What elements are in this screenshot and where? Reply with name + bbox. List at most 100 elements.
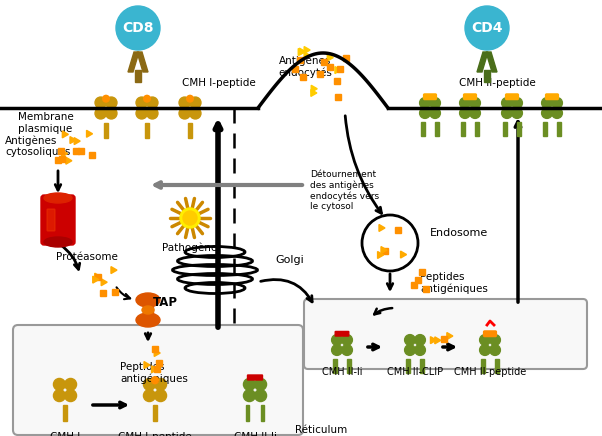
Bar (300, 74, 306, 80)
Circle shape (405, 345, 415, 355)
Circle shape (465, 6, 509, 50)
Circle shape (187, 95, 193, 102)
Text: Antigènes
cytosoliques: Antigènes cytosoliques (5, 135, 70, 157)
Bar (462, 122, 465, 136)
Circle shape (155, 378, 167, 390)
Circle shape (106, 97, 117, 108)
Text: Peptides
antigéniques: Peptides antigéniques (120, 362, 188, 384)
Text: CMH II-li: CMH II-li (234, 432, 276, 436)
Circle shape (243, 378, 255, 390)
Circle shape (152, 377, 158, 384)
Circle shape (551, 108, 562, 119)
Bar (135, 70, 141, 82)
Ellipse shape (136, 293, 160, 307)
Circle shape (54, 390, 66, 402)
Circle shape (332, 334, 343, 345)
Bar (143, 300, 153, 320)
Text: Réticulum
endoplasmique: Réticulum endoplasmique (295, 425, 375, 436)
Circle shape (332, 345, 343, 355)
Text: CMH I-peptide: CMH I-peptide (118, 432, 192, 436)
FancyBboxPatch shape (47, 209, 55, 231)
Bar (327, 65, 333, 70)
Circle shape (243, 390, 255, 402)
Bar (441, 337, 447, 343)
Bar (347, 359, 350, 373)
Bar (419, 269, 425, 275)
Bar (503, 122, 507, 136)
Polygon shape (486, 52, 497, 72)
Bar (246, 405, 249, 422)
Text: Pathogène: Pathogène (163, 243, 218, 253)
Circle shape (116, 6, 160, 50)
Circle shape (183, 211, 197, 225)
Circle shape (342, 334, 352, 345)
FancyBboxPatch shape (304, 299, 587, 369)
Bar (395, 227, 401, 233)
Text: TAP: TAP (153, 296, 178, 310)
Circle shape (459, 108, 470, 119)
Bar (544, 122, 547, 136)
Bar (337, 66, 343, 72)
Bar (420, 359, 423, 373)
Text: CD4: CD4 (471, 21, 503, 35)
Bar (435, 122, 438, 136)
Circle shape (415, 345, 426, 355)
Bar (335, 94, 341, 100)
Circle shape (179, 97, 190, 108)
Text: CMH II-li: CMH II-li (321, 367, 362, 377)
Polygon shape (477, 52, 488, 72)
Circle shape (415, 334, 426, 345)
Text: Golgi: Golgi (275, 255, 304, 265)
Circle shape (420, 108, 430, 119)
Ellipse shape (44, 193, 72, 203)
Bar (63, 405, 67, 422)
Bar (188, 123, 192, 138)
Circle shape (501, 98, 512, 108)
Circle shape (64, 378, 76, 390)
Bar (415, 276, 421, 283)
FancyBboxPatch shape (545, 94, 559, 99)
Circle shape (143, 378, 155, 390)
Bar (421, 122, 424, 136)
Text: CMH II-CLIP: CMH II-CLIP (387, 367, 443, 377)
Text: Détournement
des antigènes
endocytés vers
le cytosol: Détournement des antigènes endocytés ver… (310, 170, 379, 211)
Circle shape (430, 98, 441, 108)
Circle shape (420, 98, 430, 108)
Text: Antigènes
endocytés: Antigènes endocytés (278, 55, 332, 78)
Circle shape (255, 378, 267, 390)
Circle shape (144, 95, 150, 102)
Bar (78, 148, 84, 154)
Text: Membrane
plasmique: Membrane plasmique (18, 112, 74, 133)
Text: CMH I-peptide: CMH I-peptide (182, 78, 256, 88)
Circle shape (551, 98, 562, 108)
Bar (317, 71, 323, 77)
Polygon shape (128, 52, 139, 72)
FancyBboxPatch shape (464, 94, 476, 99)
Bar (297, 57, 303, 63)
Bar (382, 248, 388, 254)
Circle shape (501, 108, 512, 119)
Circle shape (106, 108, 117, 119)
Text: Peptides
antigéniques: Peptides antigéniques (420, 272, 488, 294)
Bar (112, 289, 118, 295)
Bar (334, 359, 337, 373)
Text: CD8: CD8 (122, 21, 154, 35)
Circle shape (180, 208, 200, 228)
Bar (557, 122, 560, 136)
FancyBboxPatch shape (424, 94, 436, 99)
Bar (96, 274, 102, 279)
Circle shape (255, 390, 267, 402)
Circle shape (136, 108, 147, 119)
Bar (406, 359, 409, 373)
Text: Endosome: Endosome (430, 228, 488, 238)
Circle shape (470, 108, 480, 119)
Bar (343, 55, 349, 61)
Circle shape (405, 334, 415, 345)
Bar (484, 70, 490, 82)
Text: CMH II-peptide: CMH II-peptide (459, 78, 536, 88)
Polygon shape (137, 52, 148, 72)
Circle shape (362, 215, 418, 271)
Ellipse shape (44, 237, 72, 247)
Bar (517, 122, 521, 136)
Bar (152, 346, 158, 351)
